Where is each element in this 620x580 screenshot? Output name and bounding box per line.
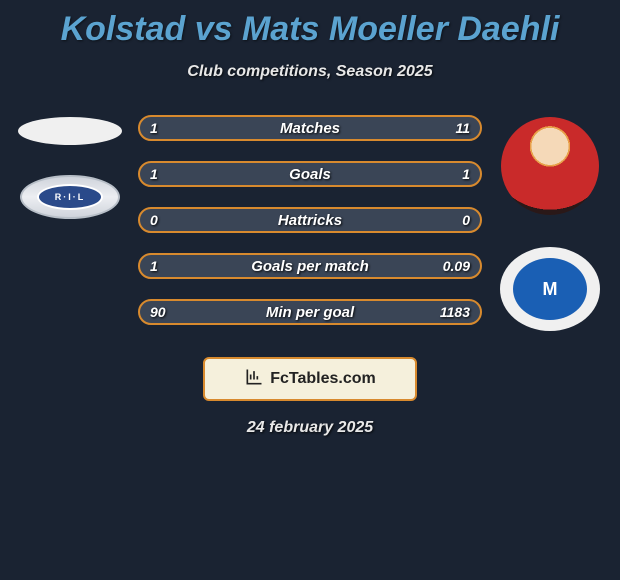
- stat-label: Matches: [140, 120, 480, 137]
- source-label: FcTables.com: [270, 370, 376, 388]
- stat-label: Goals: [140, 166, 480, 183]
- source-badge: FcTables.com: [203, 357, 417, 401]
- stat-value-right: 11: [455, 120, 470, 136]
- stat-label: Min per goal: [140, 304, 480, 321]
- page-title: Kolstad vs Mats Moeller Daehli: [0, 0, 620, 49]
- stat-value-left: 1: [150, 258, 158, 274]
- stat-bar: 1Goals per match0.09: [138, 253, 482, 279]
- stat-bar: 90Min per goal1183: [138, 299, 482, 325]
- stat-bars: 1Matches111Goals10Hattricks01Goals per m…: [138, 109, 482, 325]
- subtitle: Club competitions, Season 2025: [0, 63, 620, 81]
- club-abbrev-left: R·I·L: [37, 184, 103, 210]
- stat-value-left: 0: [150, 212, 158, 228]
- chart-icon: [244, 367, 264, 392]
- stat-label: Goals per match: [140, 258, 480, 275]
- player-avatar-right: [501, 117, 599, 215]
- stat-bar: 1Matches11: [138, 115, 482, 141]
- player-avatar-left: [18, 117, 122, 145]
- date-label: 24 february 2025: [0, 419, 620, 437]
- stat-bar: 0Hattricks0: [138, 207, 482, 233]
- club-badge-right: M: [500, 247, 600, 331]
- stat-label: Hattricks: [140, 212, 480, 229]
- stat-value-left: 1: [150, 120, 158, 136]
- stat-value-left: 1: [150, 166, 158, 182]
- comparison-panel: R·I·L 1Matches111Goals10Hattricks01Goals…: [0, 109, 620, 331]
- stat-value-right: 1183: [440, 304, 470, 320]
- stat-value-right: 0.09: [443, 258, 470, 274]
- stat-value-left: 90: [150, 304, 166, 320]
- stat-bar: 1Goals1: [138, 161, 482, 187]
- right-player-column: M: [490, 109, 610, 331]
- stat-value-right: 0: [462, 212, 470, 228]
- club-abbrev-right: M: [513, 258, 587, 320]
- stat-value-right: 1: [462, 166, 470, 182]
- left-player-column: R·I·L: [10, 109, 130, 219]
- club-badge-left: R·I·L: [20, 175, 120, 219]
